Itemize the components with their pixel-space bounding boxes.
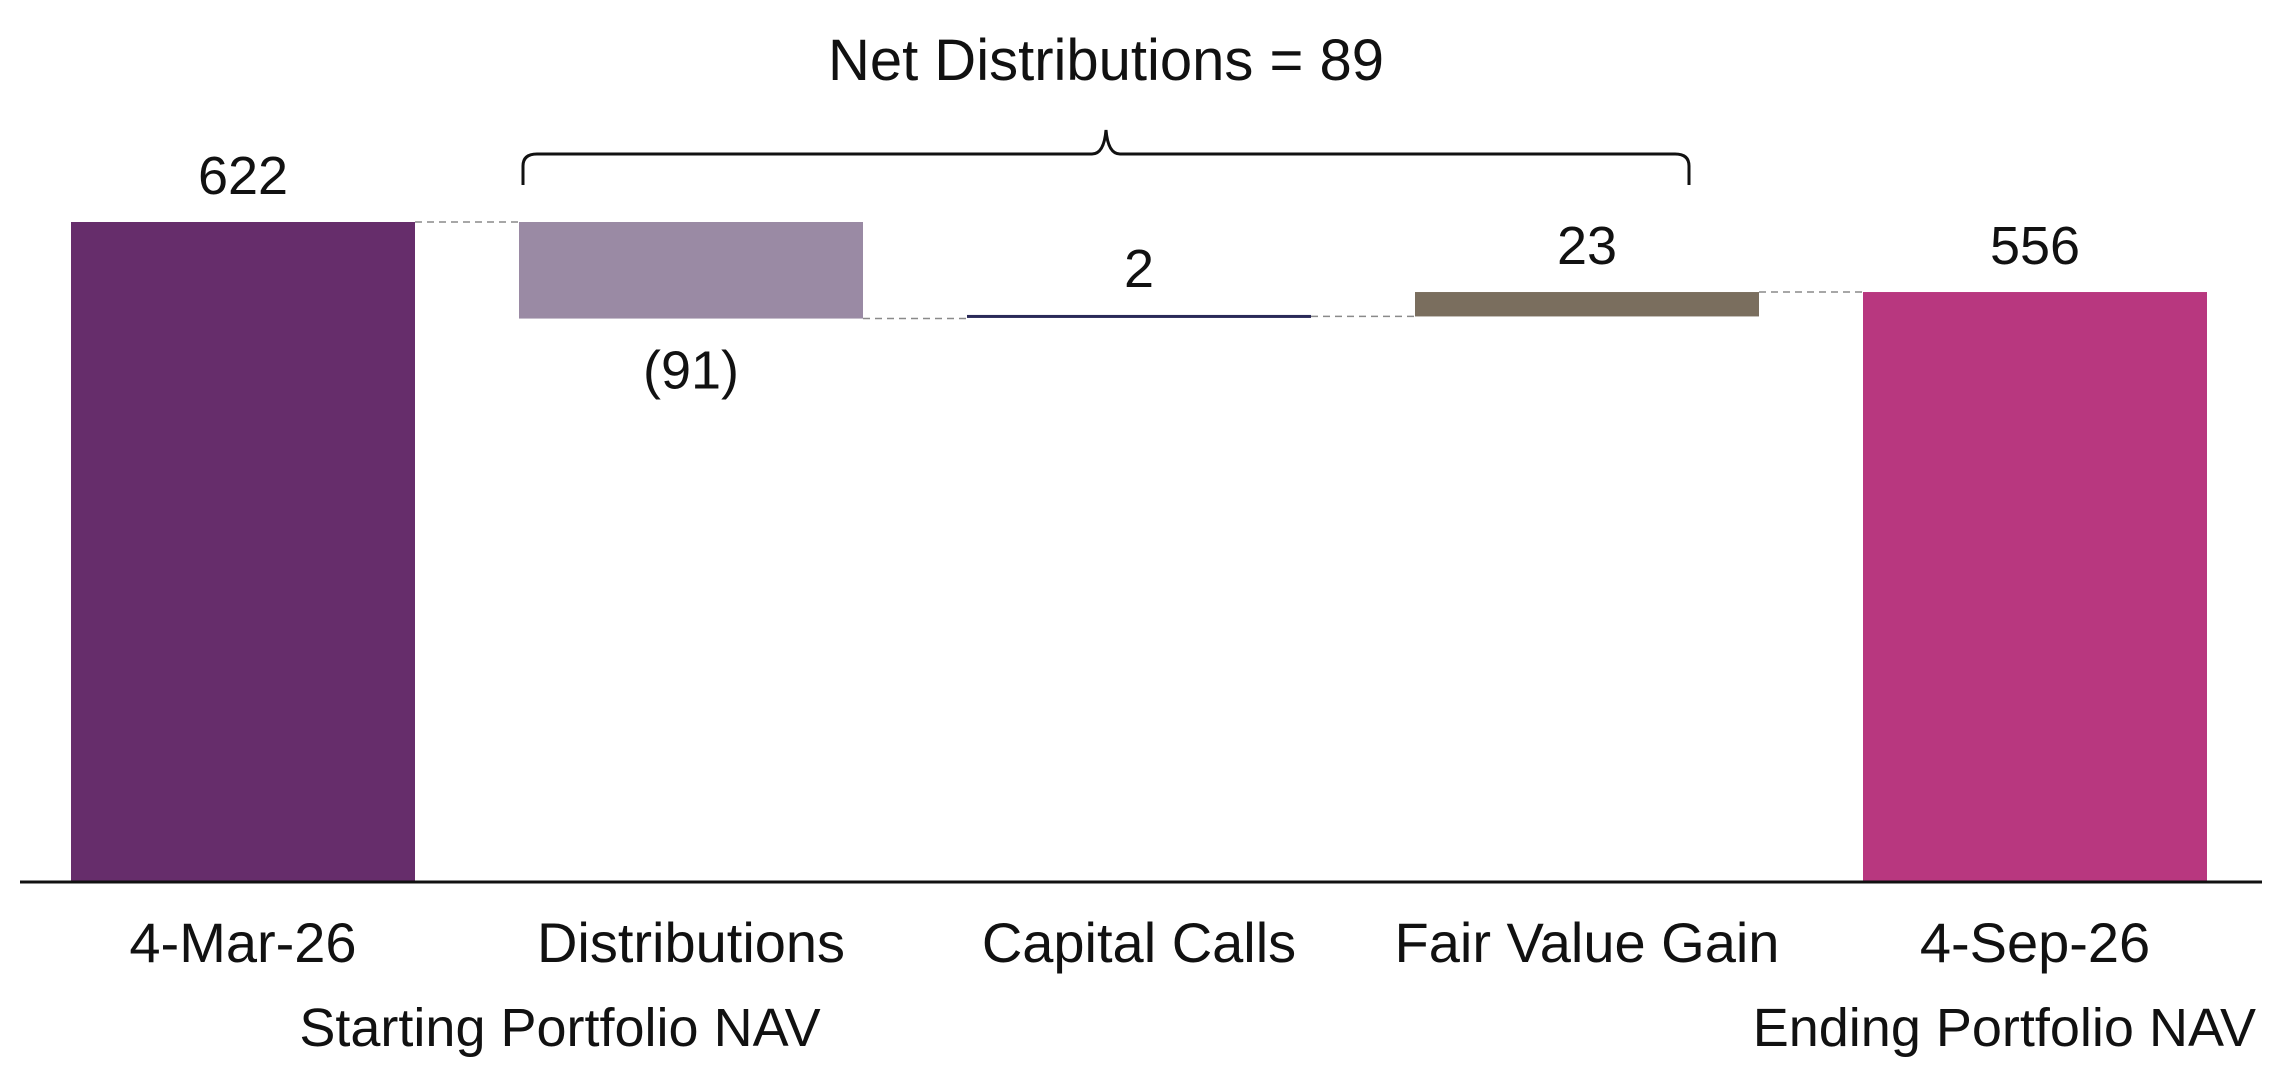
connector-lines xyxy=(415,221,1863,320)
category-label-4-sep-26: 4-Sep-26 xyxy=(1920,911,2150,974)
category-label-4-mar-26: 4-Mar-26 xyxy=(129,911,356,974)
data-label-capital-calls: 2 xyxy=(1124,239,1154,299)
bar-fair-value-gain xyxy=(1415,292,1759,317)
data-label-distributions: (91) xyxy=(643,341,739,401)
bar-4-mar-26 xyxy=(71,222,415,882)
category-labels: 4-Mar-26 Distributions Capital Calls Fair V… xyxy=(129,911,2150,974)
category-label-distributions: Distributions xyxy=(537,911,845,974)
bars-group xyxy=(71,222,2207,882)
bar-4-sep-26 xyxy=(1863,292,2207,882)
net-distributions-brace xyxy=(521,129,1691,185)
data-label-4-mar-26: 622 xyxy=(198,146,288,206)
category-sublabels: Starting Portfolio NAV Ending Portfolio N… xyxy=(299,998,2256,1058)
net-distributions-annotation: Net Distributions = 89 xyxy=(828,28,1384,93)
data-label-fair-value-gain: 23 xyxy=(1557,216,1617,276)
category-label-fair-value-gain: Fair Value Gain xyxy=(1395,911,1780,974)
bar-distributions xyxy=(519,222,863,319)
category-label-capital-calls: Capital Calls xyxy=(982,911,1296,974)
category-sublabel-starting-portfolio-nav: Starting Portfolio NAV xyxy=(299,998,820,1058)
data-label-4-sep-26: 556 xyxy=(1990,216,2080,276)
data-labels: 622 (91) 2 23 556 xyxy=(198,146,2080,401)
category-sublabel-ending-portfolio-nav: Ending Portfolio NAV xyxy=(1753,998,2256,1058)
bar-capital-calls xyxy=(967,314,1311,318)
